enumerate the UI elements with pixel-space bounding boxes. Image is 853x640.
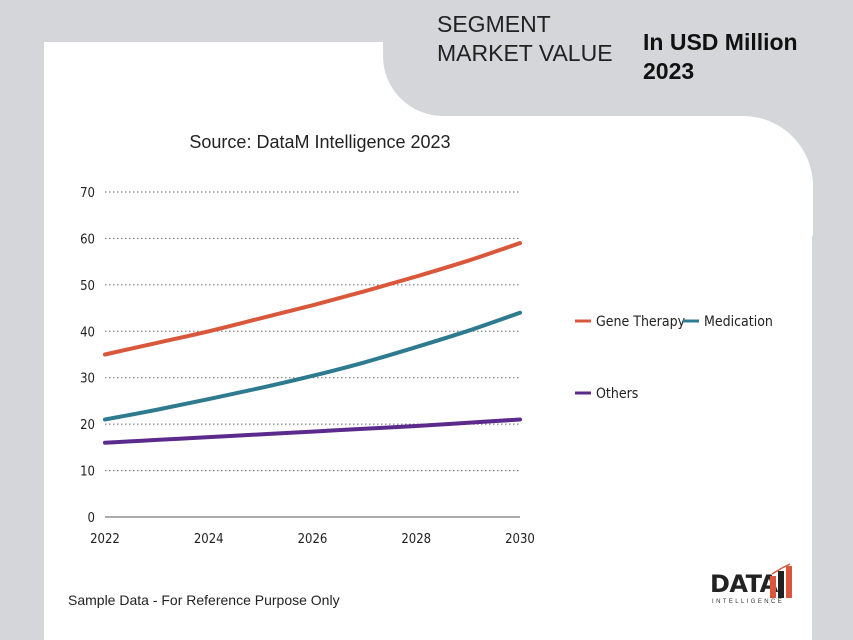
- series-line-others: [103, 417, 522, 445]
- legend-label-medication: Medication: [704, 314, 773, 330]
- x-tick-label: 2022: [90, 532, 120, 547]
- y-tick-label: 60: [80, 232, 95, 247]
- logo-text: DATA: [710, 570, 778, 598]
- legend: Gene Therapy Medication Others: [575, 314, 773, 402]
- y-tick-label: 0: [88, 511, 95, 526]
- series-lines: [103, 241, 522, 445]
- logo-subtitle: INTELLIGENCE: [712, 599, 785, 605]
- datam-logo: DATA INTELLIGENCE: [710, 562, 805, 610]
- unit-label: In USD Million 2023: [643, 29, 798, 84]
- logo-bars-icon: [770, 563, 792, 598]
- chart-title: Source: DataM Intelligence 2023: [189, 132, 451, 152]
- header-tab: [383, 0, 853, 116]
- footer-note: Sample Data - For Reference Purpose Only: [68, 592, 340, 608]
- legend-label-others: Others: [596, 386, 638, 402]
- y-tick-label: 30: [80, 372, 95, 387]
- grid-lines: [105, 191, 520, 518]
- segment-title: SEGMENT MARKET VALUE: [437, 11, 613, 66]
- y-tick-label: 20: [80, 418, 95, 433]
- x-tick-label: 2030: [505, 532, 535, 547]
- series-line-medication: [103, 310, 522, 422]
- x-tick-label: 2024: [194, 532, 224, 547]
- x-tick-label: 2028: [401, 532, 431, 547]
- y-tick-label: 50: [80, 279, 95, 294]
- y-tick-label: 10: [80, 465, 95, 480]
- x-tick-label: 2026: [298, 532, 328, 547]
- legend-label-gene-therapy: Gene Therapy: [596, 314, 686, 330]
- header-curve-inner: [683, 116, 813, 236]
- y-axis-ticks: 0 10 20 30 40 50 60 70: [80, 186, 95, 526]
- x-axis-ticks: 2022 2024 2026 2028 2030: [90, 532, 535, 547]
- y-tick-label: 40: [80, 325, 95, 340]
- y-tick-label: 70: [80, 186, 95, 201]
- series-line-gene-therapy: [103, 241, 522, 357]
